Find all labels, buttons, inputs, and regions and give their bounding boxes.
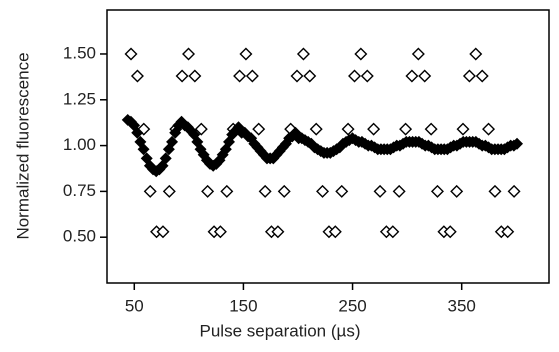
open-diamond-point (277, 184, 291, 198)
open-diamond-point (348, 69, 362, 83)
x-tick-label: 350 (448, 296, 476, 315)
filled-diamond-point (137, 143, 150, 156)
open-diamond-point (143, 184, 157, 198)
open-diamond-point (469, 47, 483, 61)
open-diamond-point (245, 69, 259, 83)
open-diamond-point (156, 225, 170, 239)
open-diamond-point (386, 225, 400, 239)
open-diamond-point (296, 47, 310, 61)
open-diamond-point (194, 122, 208, 136)
x-axis-label: Pulse separation (µs) (200, 321, 361, 340)
filled-diamond-point (511, 137, 524, 150)
open-diamond-point (213, 225, 227, 239)
filled-diamond-point (159, 152, 172, 165)
open-diamond-point (220, 184, 234, 198)
open-diamond-point (124, 47, 138, 61)
open-diamond-point (399, 122, 413, 136)
open-diamond-point (335, 184, 349, 198)
open-diamond-point (462, 69, 476, 83)
plot-frame (106, 9, 550, 284)
open-diamond-point (290, 69, 304, 83)
open-diamond-point (328, 225, 342, 239)
open-diamond-point (188, 69, 202, 83)
y-tick-label: 0.75 (63, 181, 96, 200)
open-diamond-point (411, 47, 425, 61)
open-diamond-point (418, 69, 432, 83)
open-diamond-point (488, 184, 502, 198)
open-diamond-point (475, 69, 489, 83)
open-diamond-point (482, 122, 496, 136)
y-axis-label: Normalized fluorescence (13, 52, 32, 239)
open-diamond-point (271, 225, 285, 239)
open-diamond-point (130, 69, 144, 83)
open-diamond-point (309, 122, 323, 136)
y-tick-label: 0.50 (63, 227, 96, 246)
open-diamond-point (405, 69, 419, 83)
open-diamond-point (182, 47, 196, 61)
open-diamond-point (354, 47, 368, 61)
open-diamond-point (201, 184, 215, 198)
open-diamond-point (303, 69, 317, 83)
open-diamond-point (316, 184, 330, 198)
y-tick-label: 1.25 (63, 89, 96, 108)
x-tick-label: 150 (229, 296, 257, 315)
open-diamond-point (175, 69, 189, 83)
x-tick-label: 250 (338, 296, 366, 315)
y-tick-label: 1.00 (63, 135, 96, 154)
filled-diamond-point (131, 126, 144, 139)
open-diamond-point (367, 122, 381, 136)
filled-diamond-point (166, 135, 179, 148)
open-diamond-point (424, 122, 438, 136)
open-diamond-point (341, 122, 355, 136)
y-tick-label: 1.50 (63, 43, 96, 62)
open-diamond-point (360, 69, 374, 83)
open-diamond-point (430, 184, 444, 198)
open-diamond-point (258, 184, 272, 198)
open-diamond-point (373, 184, 387, 198)
open-diamond-point (392, 184, 406, 198)
open-diamond-point (501, 225, 515, 239)
open-diamond-point (233, 69, 247, 83)
open-diamond-point (239, 47, 253, 61)
open-diamond-point (450, 184, 464, 198)
open-diamond-point (456, 122, 470, 136)
open-diamond-point (443, 225, 457, 239)
open-diamond-point (252, 122, 266, 136)
open-diamond-point (507, 184, 521, 198)
open-diamond-point (162, 184, 176, 198)
x-tick-label: 50 (125, 296, 144, 315)
